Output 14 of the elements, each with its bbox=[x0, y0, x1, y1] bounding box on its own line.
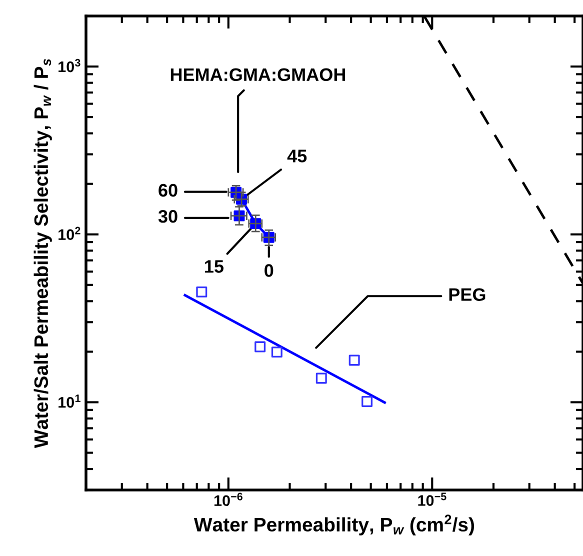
annotation: 30 bbox=[158, 210, 178, 223]
annotation: 45 bbox=[287, 150, 307, 162]
y-tick-label: 10$^{1}$ bbox=[58, 394, 80, 408]
y-tick-label: 10$^{3}$ bbox=[58, 58, 80, 72]
y-tick-label: 10$^{2}$ bbox=[58, 226, 80, 240]
y-axis-title: Water/Salt Permeability Selectivity, P$_{w}$ / P$_{s}$ bbox=[34, 58, 52, 448]
annotation: PEG bbox=[449, 288, 486, 301]
x-tick-label: 10$^{−5}$ bbox=[418, 492, 446, 506]
annotation: HEMA:GMA:GMAOH bbox=[170, 68, 346, 82]
x-tick-label: 10$^{−6}$ bbox=[214, 492, 242, 506]
x-axis-title: Water Permeability, P$_{w}$ (cm$^{2}$/s) bbox=[194, 514, 474, 536]
annotation: 0 bbox=[264, 264, 274, 277]
annotation: 15 bbox=[205, 260, 224, 273]
annotation: 60 bbox=[158, 184, 178, 197]
